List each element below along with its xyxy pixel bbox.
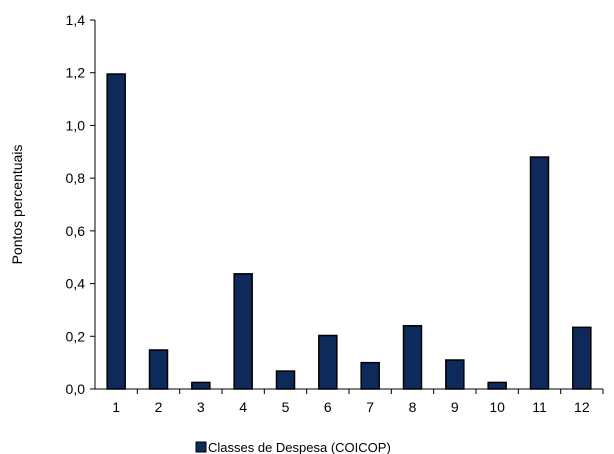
x-tick-label: 10 [489, 399, 505, 415]
y-tick-label: 0,0 [66, 381, 86, 397]
y-tick-label: 0,4 [66, 276, 86, 292]
bar-2 [148, 349, 169, 390]
bar-1 [106, 73, 126, 390]
y-tick-label: 0,6 [66, 223, 86, 239]
bar-5 [275, 370, 296, 390]
bars [106, 73, 592, 390]
y-axis-ticks: 0,0 0,2 0,4 0,6 0,8 1,0 1,2 1,4 [66, 12, 95, 397]
bar-7 [360, 361, 380, 390]
legend-label: Classes de Despesa (COICOP) [208, 440, 391, 454]
bar-4 [233, 273, 253, 390]
bar-11 [529, 156, 550, 390]
x-tick-label: 8 [409, 399, 417, 415]
y-tick-label: 1,2 [66, 65, 86, 81]
y-tick-label: 0,2 [66, 328, 86, 344]
x-tick-label: 12 [574, 399, 590, 415]
bar-12 [572, 326, 592, 390]
legend-swatch [195, 441, 207, 453]
x-axis-ticks: 1 2 3 4 5 6 7 8 9 10 11 12 [112, 389, 604, 415]
x-tick-label: 2 [155, 399, 163, 415]
x-tick-label: 3 [197, 399, 205, 415]
x-tick-label: 6 [324, 399, 332, 415]
bar-3 [191, 381, 211, 390]
x-tick-label: 9 [451, 399, 459, 415]
x-tick-label: 7 [366, 399, 374, 415]
x-tick-label: 4 [239, 399, 247, 415]
bar-6 [318, 334, 338, 390]
x-tick-label: 11 [532, 399, 547, 415]
bar-10 [487, 381, 507, 390]
y-tick-label: 1,0 [66, 117, 86, 133]
x-tick-label: 5 [282, 399, 290, 415]
legend: Classes de Despesa (COICOP) [195, 440, 391, 454]
bar-8 [402, 324, 423, 390]
y-tick-label: 0,8 [66, 170, 86, 186]
y-tick-label: 1,4 [66, 12, 86, 28]
bar-9 [445, 359, 465, 390]
y-axis-title: Pontos percentuais [9, 145, 25, 265]
x-tick-label: 1 [112, 399, 120, 415]
